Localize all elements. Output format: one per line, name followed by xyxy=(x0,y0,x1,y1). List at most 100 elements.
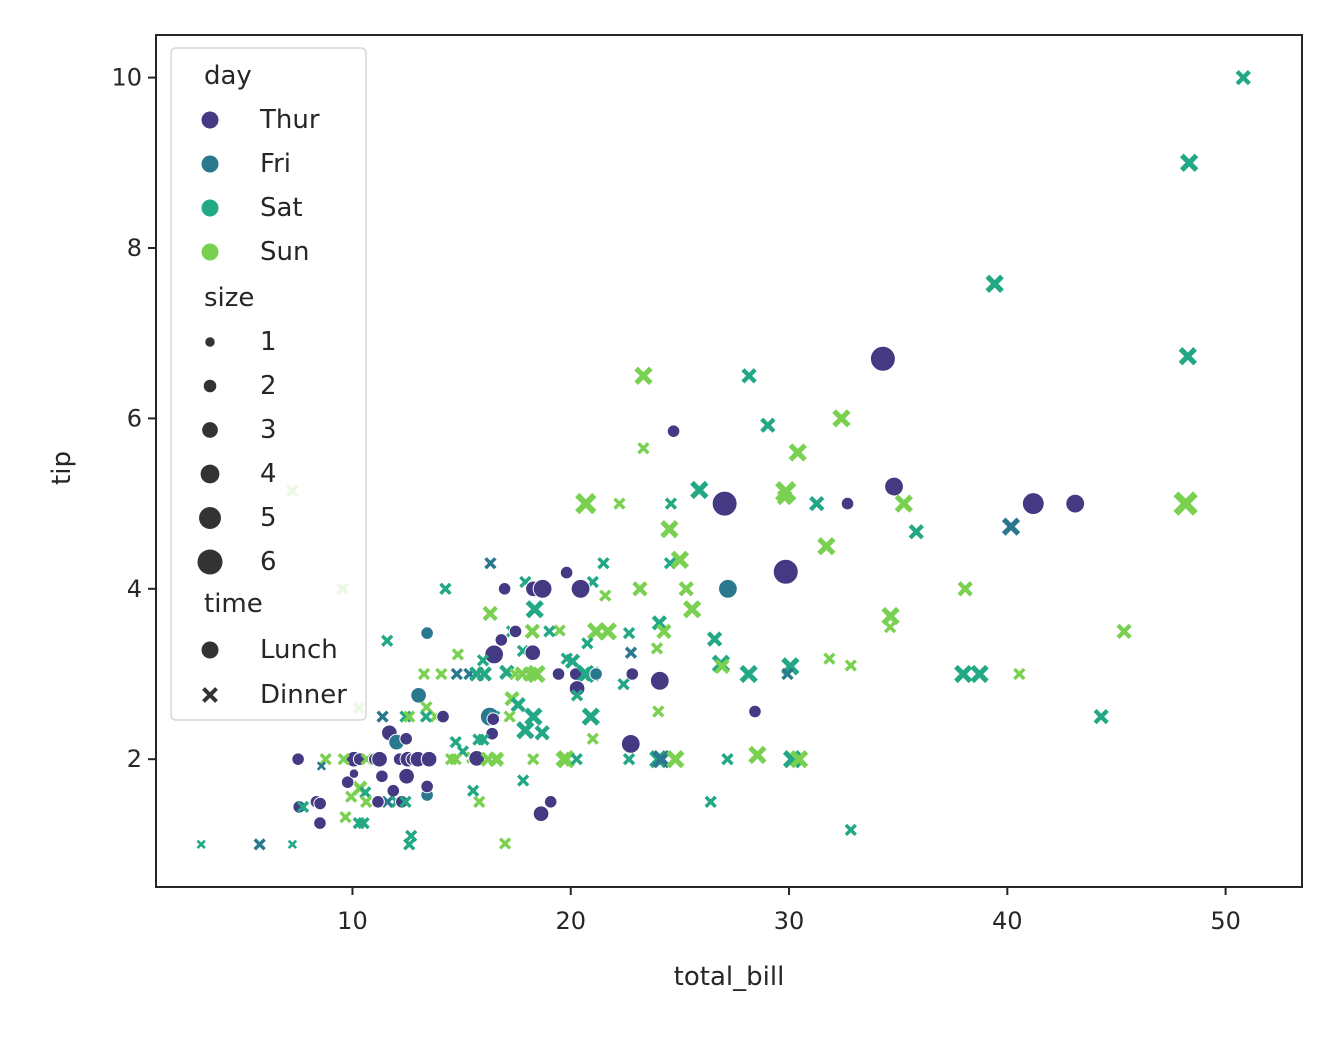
scatter-point xyxy=(625,667,640,681)
plot-frame xyxy=(155,34,1303,888)
legend-marker-sat xyxy=(201,199,219,217)
scatter-point xyxy=(420,626,434,640)
y-axis-label: tip xyxy=(47,451,77,485)
scatter-point xyxy=(723,582,736,595)
scatter-point xyxy=(844,823,857,837)
scatter-point xyxy=(788,443,807,462)
scatter-point xyxy=(637,442,650,455)
y-tick-label: 8 xyxy=(127,234,142,262)
scatter-point xyxy=(319,753,332,766)
scatter-point xyxy=(525,600,544,619)
scatter-point xyxy=(682,600,702,619)
y-tick-label: 4 xyxy=(127,575,142,603)
scatter-point xyxy=(711,490,738,517)
scatter-point xyxy=(884,476,904,497)
legend-marker-size-6 xyxy=(197,549,223,575)
scatter-point xyxy=(253,838,266,851)
scatter-point xyxy=(482,605,498,622)
scatter-point xyxy=(398,767,415,785)
scatter-point xyxy=(450,667,463,681)
scatter-point xyxy=(1001,517,1021,536)
x-tick-label: 30 xyxy=(774,907,805,935)
scatter-point xyxy=(823,652,836,665)
scatter-point xyxy=(598,622,618,641)
scatter-point xyxy=(473,795,486,808)
scatter-point xyxy=(617,678,630,691)
scatter-point xyxy=(1093,708,1109,725)
legend-label-size-3: 3 xyxy=(260,415,277,445)
scatter-point xyxy=(781,667,794,681)
scatter-point xyxy=(196,839,206,850)
legend-marker-thur xyxy=(201,111,219,129)
scatter-point xyxy=(586,732,599,745)
scatter-point xyxy=(741,368,757,384)
scatter-point xyxy=(316,761,327,771)
scatter-point xyxy=(486,712,501,726)
scatter-point xyxy=(652,750,671,769)
scatter-point xyxy=(484,644,505,665)
scatter-point xyxy=(622,753,636,766)
scatter-point xyxy=(570,689,584,702)
scatter-point xyxy=(1173,491,1198,516)
scatter-point xyxy=(296,800,310,814)
legend-label-time-lunch: Lunch xyxy=(260,635,338,665)
scatter-point xyxy=(649,670,670,691)
legend-label-day-sun: Sun xyxy=(260,237,309,267)
scatter-point xyxy=(360,795,373,808)
legend-marker-lunch xyxy=(201,641,219,659)
legend-marker-fri xyxy=(201,155,219,173)
scatter-point xyxy=(690,480,709,500)
y-tick-label: 6 xyxy=(127,404,142,432)
scatter-point xyxy=(348,768,360,779)
legend-label-size-6: 6 xyxy=(260,547,277,577)
scatter-point xyxy=(817,537,836,556)
scatter-point xyxy=(524,644,542,662)
scatter-point xyxy=(760,417,776,433)
x-tick-label: 10 xyxy=(337,907,368,935)
scatter-point xyxy=(656,623,672,640)
scatter-point xyxy=(510,697,526,713)
scatter-point xyxy=(613,497,626,510)
scatter-point xyxy=(556,750,575,769)
scatter-point xyxy=(559,565,574,580)
scatter-point xyxy=(291,752,305,767)
scatter-point xyxy=(313,796,327,811)
scatter-point xyxy=(376,710,389,723)
scatter-point xyxy=(678,581,694,597)
scatter-point xyxy=(313,816,327,830)
x-tick-label: 20 xyxy=(555,907,586,935)
scatter-point xyxy=(739,664,758,684)
scatter-point xyxy=(560,652,573,665)
x-tick-label: 40 xyxy=(992,907,1023,935)
scatter-point xyxy=(435,667,448,681)
scatter-point xyxy=(543,795,558,809)
legend-title-time: time xyxy=(204,589,263,619)
scatter-point xyxy=(476,666,492,682)
scatter-point xyxy=(832,409,851,428)
scatter-point xyxy=(844,659,857,672)
scatter-point xyxy=(534,725,550,741)
scatter-point xyxy=(652,705,665,718)
scatter-point xyxy=(570,753,583,766)
scatter-point xyxy=(581,637,594,650)
legend-marker-size-1 xyxy=(205,337,215,347)
legend-label-size-2: 2 xyxy=(260,371,277,401)
scatter-point xyxy=(840,496,855,511)
scatter-point xyxy=(508,624,523,639)
scatter-point xyxy=(449,753,462,766)
scatter-point xyxy=(748,704,762,719)
scatter-point xyxy=(381,634,394,647)
scatter-point xyxy=(1021,492,1045,516)
scatter-point xyxy=(666,424,681,438)
scatter-point xyxy=(908,524,924,540)
legend-label-time-dinner: Dinner xyxy=(260,680,347,710)
scatter-point xyxy=(985,274,1004,293)
scatter-point xyxy=(714,658,730,674)
legend-marker-size-5 xyxy=(199,507,221,529)
scatter-point xyxy=(650,642,664,655)
scatter-point xyxy=(957,581,973,597)
scatter-point xyxy=(498,837,512,850)
scatter-point xyxy=(1013,667,1026,681)
scatter-point xyxy=(894,494,914,513)
